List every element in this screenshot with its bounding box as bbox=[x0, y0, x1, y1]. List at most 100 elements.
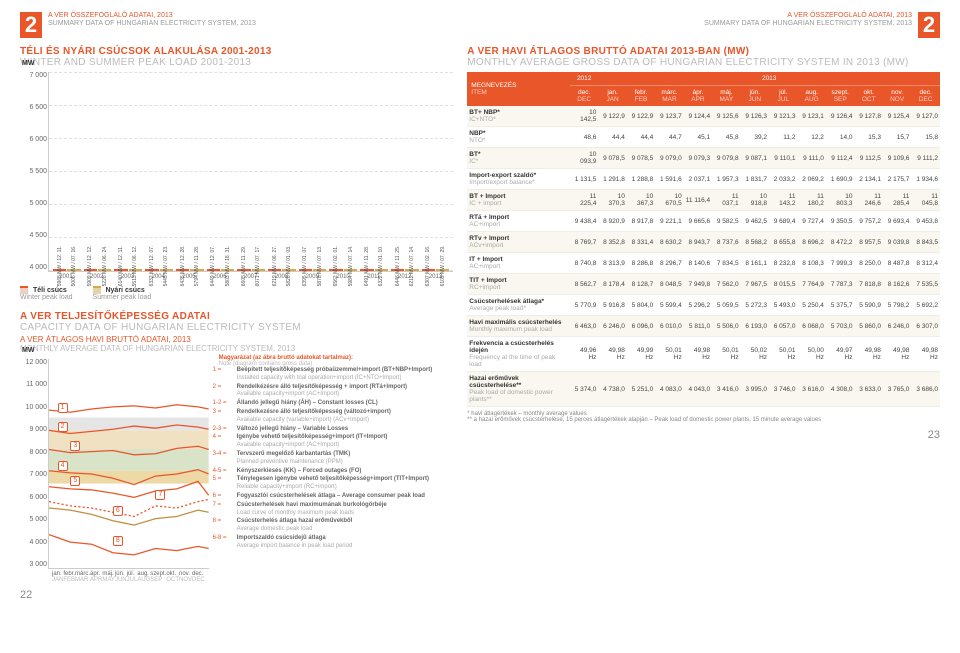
ytick: 12 000 bbox=[23, 359, 47, 366]
year-group: 5909 MW / 12. 12.5228 MW / 06. 24. bbox=[84, 269, 112, 271]
note-num: 4-5 = bbox=[213, 468, 233, 476]
note-num: 7 = bbox=[213, 502, 233, 518]
bar-label: 6212 MW / 07. 14. bbox=[409, 246, 415, 287]
cell-value: 50,00 Hz bbox=[797, 337, 825, 372]
cell-value: 9 111,2 bbox=[911, 148, 940, 169]
year-group: 6307 MW / 02. 16.6109 MW / 07. 29. bbox=[422, 269, 450, 271]
cell-value: 3 995,0 bbox=[741, 372, 769, 407]
cell-value: 8 696,2 bbox=[797, 232, 825, 253]
header-text-right: A VER ÖSSZEFOGLALÓ ADATAI, 2013 SUMMARY … bbox=[704, 12, 912, 29]
cell-value: 10 093,9 bbox=[570, 148, 598, 169]
cell-value: 7 764,9 bbox=[797, 274, 825, 295]
sec2-title: A VER TELJESÍTŐKÉPESSÉG ADATAI CAPACITY … bbox=[20, 311, 453, 333]
summer-bar: 5006 MW / 07. 16. bbox=[67, 269, 80, 271]
cell-value: 9 125,6 bbox=[712, 106, 740, 127]
cell-value: 11 116,4 bbox=[684, 190, 712, 211]
header-en: SUMMARY DATA OF HUNGARIAN ELECTRICITY SY… bbox=[48, 20, 256, 28]
cell-value: 5 804,0 bbox=[627, 295, 655, 316]
cell-value: 15,3 bbox=[855, 127, 883, 148]
winter-swatch bbox=[20, 286, 28, 294]
cell-value: 2 134,1 bbox=[855, 169, 883, 190]
summer-bar: 5228 MW / 06. 24. bbox=[98, 269, 111, 271]
cell-value: 8 917,8 bbox=[627, 211, 655, 232]
cell-value: 9 665,6 bbox=[684, 211, 712, 232]
footnote2: ** a hazai erőművek csúcsterhelése, 15 p… bbox=[467, 417, 940, 423]
cell-value: 8 296,7 bbox=[655, 253, 683, 274]
note-text: Fogyasztói csúcsterhelések átlaga – Aver… bbox=[237, 493, 425, 501]
cell-value: 8 957,5 bbox=[855, 232, 883, 253]
th-month: máj.MAY bbox=[712, 86, 740, 107]
note-num: 6-8 = bbox=[213, 535, 233, 551]
sec2-svg bbox=[49, 359, 209, 583]
bar-label: 6109 MW / 07. 29. bbox=[440, 246, 446, 287]
cell-value: 9 462,5 bbox=[741, 211, 769, 232]
cell-value: 1 591,6 bbox=[655, 169, 683, 190]
cell-value: 8 108,3 bbox=[797, 253, 825, 274]
bar-label: 6307 MW / 02. 16. bbox=[425, 246, 431, 287]
ytick: 5 000 bbox=[23, 200, 47, 207]
sec2-sub-en: MONTHLY AVERAGE DATA OF HUNGARIAN ELECTR… bbox=[20, 344, 295, 353]
bar-label: 6140 MW / 12. 11. bbox=[118, 246, 124, 286]
note-text: Beépített teljesítőképesség próbaüzemmel… bbox=[237, 367, 433, 383]
cell-value: 2 033,2 bbox=[769, 169, 797, 190]
note-text: Rendelkezésre álló teljesítőképesség (vá… bbox=[237, 409, 391, 425]
page-foot-right: 23 bbox=[467, 429, 940, 441]
cell-value: 8 487,8 bbox=[883, 253, 911, 274]
cell-value: 5 506,0 bbox=[712, 316, 740, 337]
cell-value: 8 128,7 bbox=[627, 274, 655, 295]
cell-value: 9 078,5 bbox=[598, 148, 626, 169]
cell-value: 4 083,0 bbox=[655, 372, 683, 407]
cell-value: 8 312,4 bbox=[911, 253, 940, 274]
winter-bar: 6332 MW / 12. 07. bbox=[145, 269, 158, 271]
th-2012: 2012 bbox=[570, 72, 598, 86]
winter-bar: 5909 MW / 12. 12. bbox=[84, 269, 97, 271]
chart-point-label: 1 bbox=[58, 403, 68, 413]
note-text: Csúcsterhelés átlaga hazai erőművekbőlAv… bbox=[237, 518, 353, 534]
bar-label: 5794 MW / 11. 28. bbox=[194, 246, 200, 286]
note-text: Állandó jellegű hiány (ÁH) – Constant lo… bbox=[237, 400, 378, 408]
table-body: BT+ NBP*IC+NTO*10 142,59 122,99 122,99 1… bbox=[467, 106, 940, 407]
cell-value: 9 582,5 bbox=[712, 211, 740, 232]
table-row: BT + ImportIC + import11 225,410 370,310… bbox=[467, 190, 940, 211]
cell-value: 5 272,3 bbox=[741, 295, 769, 316]
cell-value: 10 670,5 bbox=[655, 190, 683, 211]
cell-value: 9 079,0 bbox=[655, 148, 683, 169]
year-group: 6219 MW / 06. 27.5826 MW / 01. 03. bbox=[268, 269, 296, 271]
cell-value: 7 999,3 bbox=[826, 253, 855, 274]
legend-winter-hu: Téli csúcs bbox=[33, 287, 67, 294]
cell-value: 39,2 bbox=[741, 127, 769, 148]
bar-label: 5228 MW / 06. 24. bbox=[102, 246, 108, 287]
cell-value: 5 599,4 bbox=[655, 295, 683, 316]
note-row: 8 =Csúcsterhelés átlaga hazai erőművekbő… bbox=[213, 518, 454, 534]
cell-value: 7 967,5 bbox=[741, 274, 769, 295]
cell-value: 5 493,0 bbox=[769, 295, 797, 316]
sec1-legend: Téli csúcs Winter peak load Nyári csúcs … bbox=[20, 286, 453, 301]
bar-label: 6446 MW / 11. 25. bbox=[395, 246, 401, 286]
sec3-title: A VER HAVI ÁTLAGOS BRUTTÓ ADATAI 2013-BA… bbox=[467, 46, 940, 68]
table-row: BT+ NBP*IC+NTO*10 142,59 122,99 122,99 1… bbox=[467, 106, 940, 127]
sec2-sub: A VER ÁTLAGOS HAVI BRUTTÓ ADATAI, 2013 M… bbox=[20, 335, 453, 353]
ytick: 6 000 bbox=[23, 136, 47, 143]
cell-value: 1 831,7 bbox=[741, 169, 769, 190]
cell-value: 9 079,3 bbox=[684, 148, 712, 169]
cell-value: 10 367,3 bbox=[627, 190, 655, 211]
cell-value: 9 112,5 bbox=[855, 148, 883, 169]
cell-value: 50,01 Hz bbox=[769, 337, 797, 372]
cell-value: 9 078,5 bbox=[627, 148, 655, 169]
cell-value: 7 949,8 bbox=[684, 274, 712, 295]
winter-bar: 6307 MW / 02. 16. bbox=[422, 269, 435, 271]
th-month: febr.FEB bbox=[627, 86, 655, 107]
cell-value: 5 811,0 bbox=[684, 316, 712, 337]
th-month: márc.MAR bbox=[655, 86, 683, 107]
cell-value: 2 069,2 bbox=[797, 169, 825, 190]
data-table: MEGNEVEZÉS ITEM 2012 2013 dec.DECjan.JAN… bbox=[467, 72, 940, 407]
cell-value: 49,98 Hz bbox=[911, 337, 940, 372]
cell-value: 8 472,2 bbox=[826, 232, 855, 253]
page-badge-right: 2 bbox=[918, 12, 940, 38]
bar-label: 5909 MW / 12. 12. bbox=[87, 246, 93, 287]
th-month: szept.SEP bbox=[826, 86, 855, 107]
th-item-hu: MEGNEVEZÉS bbox=[471, 82, 516, 89]
winter-bar: 6491 MW / 11. 28. bbox=[360, 269, 373, 271]
summer-bar: 5445 MW / 07. 23. bbox=[160, 269, 173, 271]
cell-value: 5 590,9 bbox=[855, 295, 883, 316]
